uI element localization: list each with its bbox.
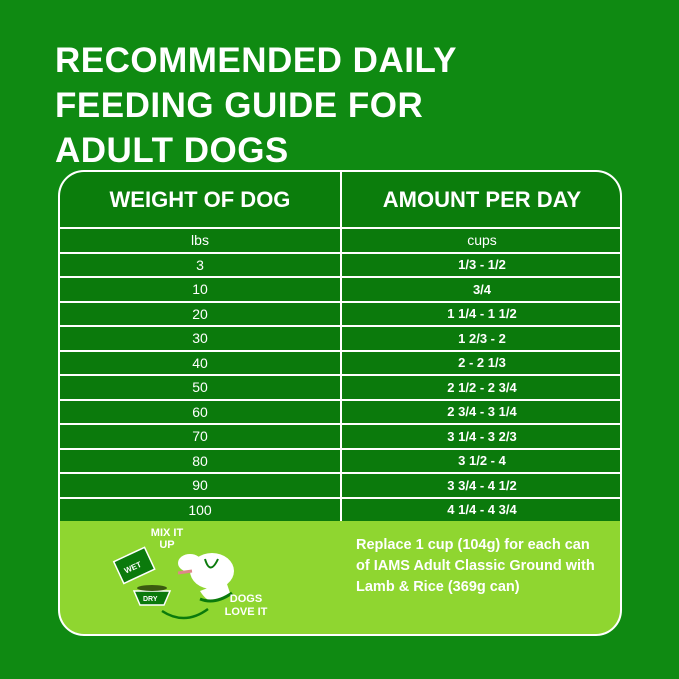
amount-cell: 3/4	[342, 278, 620, 301]
mix-wet-dry-dog-icon: WET DRY	[112, 546, 234, 620]
table-row: 50 2 1/2 - 2 3/4	[60, 376, 620, 399]
title-line: RECOMMENDED DAILY	[55, 41, 457, 80]
table-row: 80 3 1/2 - 4	[60, 449, 620, 473]
amount-value: 1/3 - 1/2	[458, 257, 506, 273]
amount-value: 2 3/4 - 3 1/4	[447, 404, 517, 420]
weight-cell: 50	[60, 376, 342, 399]
weight-cell: 3	[60, 253, 342, 276]
table-row: 20 1 1/4 - 1 1/2	[60, 302, 620, 326]
amount-cell: 1 2/3 - 2	[342, 327, 620, 350]
table-header: WEIGHT OF DOG AMOUNT PER DAY	[60, 172, 620, 229]
weight-cell: 10	[60, 278, 342, 301]
amount-cell: 1/3 - 1/2	[342, 254, 620, 277]
amount-cell: 2 3/4 - 3 1/4	[342, 401, 620, 424]
weight-cell: 60	[60, 400, 342, 423]
header-weight: WEIGHT OF DOG	[60, 172, 342, 227]
amount-value: 3 3/4 - 4 1/2	[447, 477, 517, 493]
table-row: 30 1 2/3 - 2	[60, 327, 620, 350]
table-row: 70 3 1/4 - 3 2/3	[60, 425, 620, 448]
amount-value: 4 1/4 - 4 3/4	[447, 502, 517, 518]
table-row: 90 3 3/4 - 4 1/2	[60, 474, 620, 497]
amount-cell: 1 1/4 - 1 1/2	[342, 303, 620, 326]
amount-value: 1 1/4 - 1 1/2	[447, 306, 517, 322]
dogs-love-it-label: DOGS LOVE IT	[224, 593, 268, 618]
title-line: FEEDING GUIDE FOR	[55, 86, 424, 125]
weight-cell: 20	[60, 302, 342, 325]
amount-cell: 2 1/2 - 2 3/4	[342, 376, 620, 399]
page-title: RECOMMENDED DAILY FEEDING GUIDE FOR ADUL…	[55, 38, 457, 173]
table-row: 60 2 3/4 - 3 1/4	[60, 400, 620, 424]
dry-label: DRY	[143, 596, 158, 603]
replacement-note: Replace 1 cup (104g) for each can of IAM…	[356, 537, 595, 595]
amount-cell: 2 - 2 1/3	[342, 352, 620, 375]
amount-cell: 3 1/4 - 3 2/3	[342, 425, 620, 448]
weight-cell: 40	[60, 351, 342, 374]
header-amount: AMOUNT PER DAY	[382, 186, 582, 212]
weight-cell: 80	[60, 449, 342, 472]
amount-value: 3 1/2 - 4	[458, 453, 506, 469]
footer-panel: WET DRY MIX IT UP DOGS LOVE IT Replace 1…	[60, 521, 620, 634]
amount-value: 3/4	[472, 281, 492, 297]
mix-it-up-label: MIX IT UP	[150, 527, 184, 551]
amount-value: 1 2/3 - 2	[458, 330, 506, 346]
weight-cell: 90	[60, 474, 342, 497]
unit-amount: cups	[467, 232, 497, 249]
amount-value: 2 - 2 1/3	[458, 355, 506, 371]
amount-cell: 3 3/4 - 4 1/2	[342, 474, 620, 497]
amount-value: 2 1/2 - 2 3/4	[447, 379, 517, 395]
unit-weight: lbs	[60, 229, 342, 252]
table-row: 40 2 - 2 1/3	[60, 351, 620, 375]
title-line: ADULT DOGS	[55, 131, 289, 170]
amount-cell: 3 1/2 - 4	[342, 450, 620, 473]
table-row: 100 4 1/4 - 4 3/4	[60, 498, 620, 522]
units-row: lbs cups	[60, 229, 620, 252]
amount-cell: 4 1/4 - 4 3/4	[342, 499, 620, 522]
table-row: 10 3/4	[60, 278, 620, 301]
weight-cell: 70	[60, 425, 342, 448]
table-row: 3 1/3 - 1/2	[60, 253, 620, 277]
weight-cell: 100	[60, 498, 342, 521]
amount-value: 3 1/4 - 3 2/3	[447, 428, 517, 444]
weight-cell: 30	[60, 327, 342, 350]
